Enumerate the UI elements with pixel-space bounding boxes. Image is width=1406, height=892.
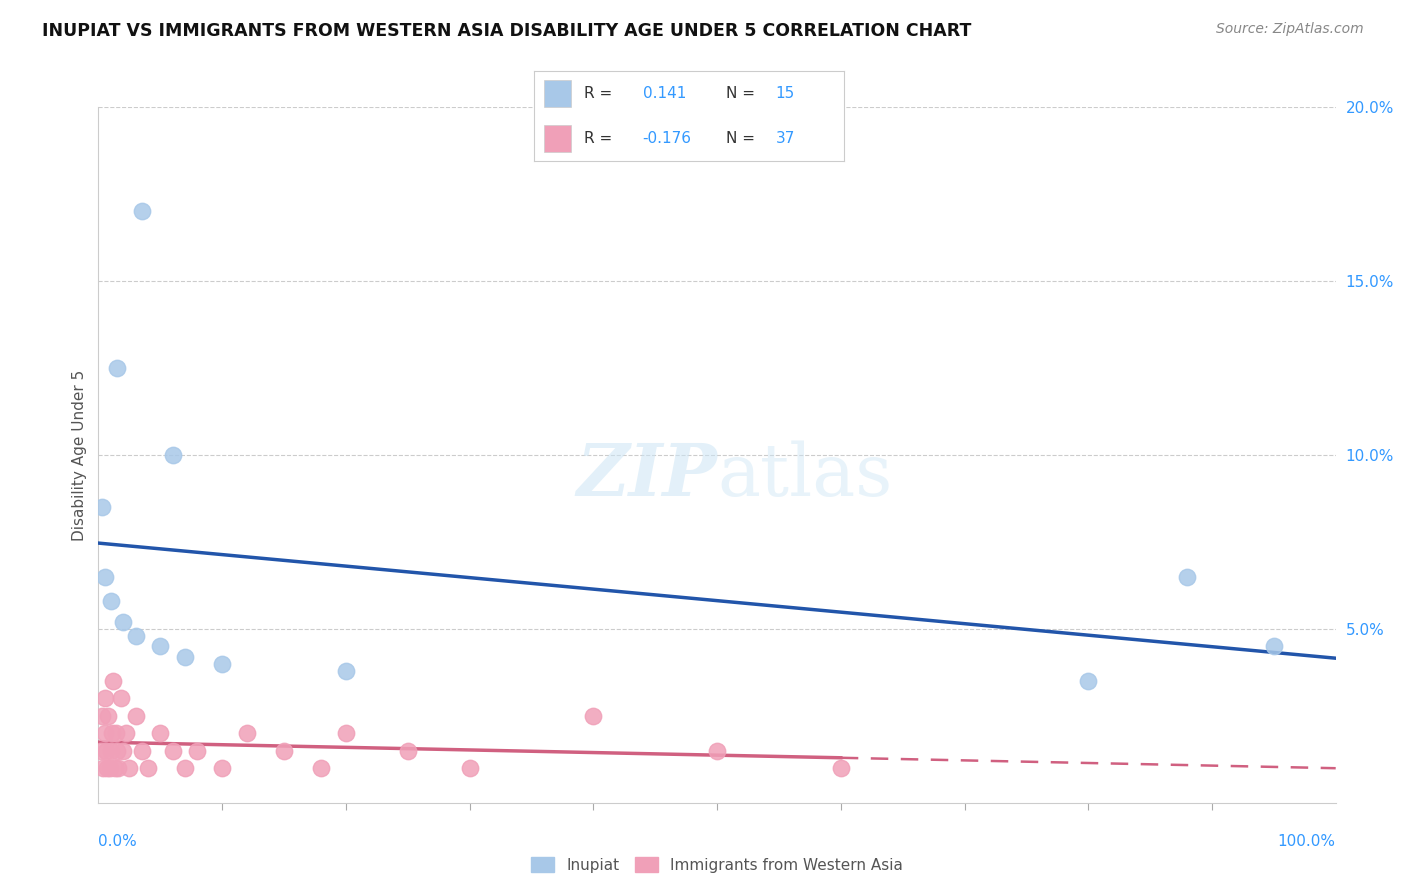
- Point: [1175, 570, 1198, 584]
- Point: [211, 761, 233, 775]
- Point: [1077, 674, 1099, 689]
- FancyBboxPatch shape: [544, 80, 571, 107]
- Point: [112, 615, 135, 629]
- Point: [114, 726, 136, 740]
- Point: [162, 744, 184, 758]
- Point: [93, 570, 115, 584]
- Point: [211, 657, 233, 671]
- Point: [93, 691, 115, 706]
- Point: [107, 761, 129, 775]
- Text: 15: 15: [776, 87, 794, 101]
- Point: [830, 761, 852, 775]
- Point: [110, 691, 132, 706]
- Text: N =: N =: [725, 87, 755, 101]
- Point: [112, 744, 135, 758]
- Point: [104, 726, 127, 740]
- Text: atlas: atlas: [717, 441, 893, 511]
- Point: [131, 204, 153, 219]
- Point: [1263, 639, 1285, 653]
- Point: [273, 744, 295, 758]
- Y-axis label: Disability Age Under 5: Disability Age Under 5: [72, 369, 87, 541]
- Text: 0.141: 0.141: [643, 87, 686, 101]
- Point: [174, 649, 197, 664]
- Point: [94, 744, 117, 758]
- Text: 37: 37: [776, 131, 794, 145]
- Text: R =: R =: [583, 131, 612, 145]
- Point: [335, 726, 357, 740]
- Point: [396, 744, 419, 758]
- Point: [582, 708, 605, 723]
- Point: [100, 594, 122, 608]
- Text: ZIP: ZIP: [576, 441, 717, 511]
- Point: [174, 761, 197, 775]
- Text: -0.176: -0.176: [643, 131, 692, 145]
- Point: [309, 761, 332, 775]
- FancyBboxPatch shape: [544, 125, 571, 152]
- Point: [118, 761, 141, 775]
- Point: [100, 744, 122, 758]
- Text: R =: R =: [583, 87, 612, 101]
- Text: Source: ZipAtlas.com: Source: ZipAtlas.com: [1216, 22, 1364, 37]
- Point: [706, 744, 728, 758]
- Point: [335, 664, 357, 678]
- Point: [124, 629, 146, 643]
- Point: [93, 761, 115, 775]
- Text: N =: N =: [725, 131, 755, 145]
- Point: [90, 744, 112, 758]
- Point: [96, 761, 118, 775]
- Point: [103, 674, 125, 689]
- Point: [186, 744, 208, 758]
- Point: [236, 726, 259, 740]
- Point: [91, 708, 114, 723]
- Point: [105, 744, 128, 758]
- Point: [93, 726, 115, 740]
- Point: [98, 761, 121, 775]
- Text: 100.0%: 100.0%: [1278, 834, 1336, 849]
- Point: [105, 360, 128, 375]
- Point: [97, 708, 120, 723]
- Point: [124, 708, 146, 723]
- Point: [458, 761, 481, 775]
- Point: [149, 726, 172, 740]
- Point: [103, 761, 125, 775]
- Point: [101, 726, 124, 740]
- Point: [149, 639, 172, 653]
- Point: [91, 500, 114, 514]
- Legend: Inupiat, Immigrants from Western Asia: Inupiat, Immigrants from Western Asia: [526, 850, 908, 879]
- Text: INUPIAT VS IMMIGRANTS FROM WESTERN ASIA DISABILITY AGE UNDER 5 CORRELATION CHART: INUPIAT VS IMMIGRANTS FROM WESTERN ASIA …: [42, 22, 972, 40]
- Point: [131, 744, 153, 758]
- Point: [162, 448, 184, 462]
- Point: [136, 761, 159, 775]
- Text: 0.0%: 0.0%: [98, 834, 138, 849]
